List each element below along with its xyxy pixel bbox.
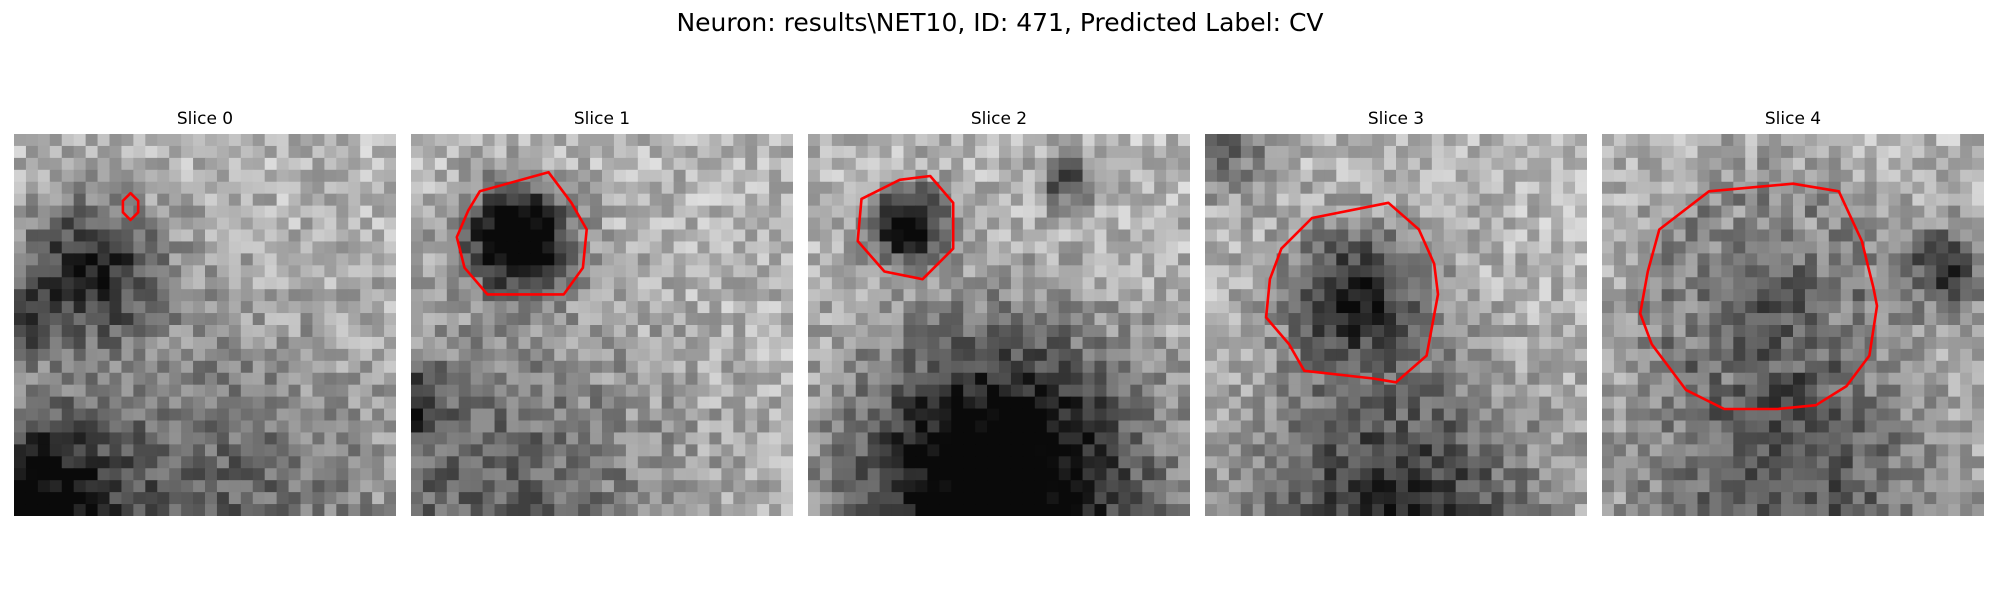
slice-panel-2: Slice 2 xyxy=(808,108,1190,516)
slice-pixels xyxy=(808,134,1190,516)
slice-pixels xyxy=(1205,134,1587,516)
slice-image xyxy=(14,134,396,516)
slice-title: Slice 0 xyxy=(176,109,234,129)
segmentation-contour xyxy=(455,170,588,296)
slice-image xyxy=(411,134,793,516)
slice-pixels xyxy=(411,134,793,516)
slice-pixels xyxy=(1602,134,1984,516)
segmentation-contour xyxy=(856,174,955,281)
slice-title: Slice 2 xyxy=(970,109,1028,129)
slice-title: Slice 3 xyxy=(1367,109,1425,129)
segmentation-contour xyxy=(1638,182,1879,411)
slice-panel-1: Slice 1 xyxy=(411,108,793,516)
slice-title: Slice 4 xyxy=(1764,109,1822,129)
slice-image xyxy=(1205,134,1587,516)
slice-panel-3: Slice 3 xyxy=(1205,108,1587,516)
slice-title: Slice 1 xyxy=(573,109,631,129)
slice-pixels xyxy=(14,134,396,516)
slice-image xyxy=(1602,134,1984,516)
figure-title: Neuron: results\NET10, ID: 471, Predicte… xyxy=(676,8,1324,37)
segmentation-contour xyxy=(121,191,140,222)
slice-image xyxy=(808,134,1190,516)
slice-panel-0: Slice 0 xyxy=(14,108,396,516)
segmentation-contour xyxy=(1264,201,1440,384)
slice-panel-4: Slice 4 xyxy=(1602,108,1984,516)
